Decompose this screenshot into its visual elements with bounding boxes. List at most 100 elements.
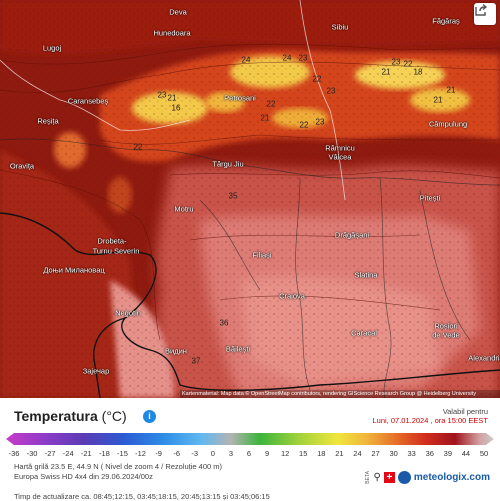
scale-tick-label: 15	[299, 449, 308, 458]
scale-tick-label: 6	[246, 449, 252, 458]
city-label: Lugoj	[42, 43, 62, 53]
temperature-value: 37	[191, 356, 201, 366]
city-label: Видин	[165, 346, 187, 356]
brand-block[interactable]: BETA ⚲ + meteologix.com	[365, 471, 490, 484]
model-info: Europa Swiss HD 4x4 din 29.06.2024/00z	[14, 472, 153, 481]
city-label: Oravița	[9, 161, 35, 171]
temperature-value: 23	[298, 53, 308, 63]
city-label: Petroșani	[224, 93, 256, 103]
grid-info: Hartă grilă 23.5 E, 44.9 N ( Nivel de zo…	[14, 462, 223, 471]
scale-tick-label: -12	[135, 449, 146, 458]
city-label: Pitești	[419, 193, 441, 203]
scale-tick-label: 9	[264, 449, 270, 458]
temperature-value: 35	[228, 191, 238, 201]
info-icon[interactable]: i	[143, 410, 156, 423]
scale-tick-label: -3	[191, 449, 199, 458]
scale-tick-label: -21	[80, 449, 92, 458]
city-label: Vâlcea	[328, 152, 352, 162]
scale-tick-label: 30	[389, 449, 398, 458]
legend-title-text: Temperatura	[14, 408, 98, 424]
temperature-value: 36	[219, 318, 229, 328]
city-label: Craiova	[279, 291, 305, 301]
scale-tick-label: 21	[335, 449, 344, 458]
city-label: Alexandria	[468, 353, 500, 363]
temperature-value: 24	[241, 55, 251, 65]
city-label: Caransebeș	[67, 96, 109, 106]
city-label: Зајечар	[82, 366, 110, 376]
map-meta: Hartă grilă 23.5 E, 44.9 N ( Nivel de zo…	[14, 462, 222, 482]
scale-tick-label: -24	[62, 449, 74, 458]
color-scale-bar	[6, 433, 494, 445]
scale-tick-label: -9	[155, 449, 162, 458]
legend-title: Temperatura (°C)	[14, 408, 127, 424]
city-label: Târgu Jiu	[212, 159, 244, 169]
city-label: Motru	[174, 204, 194, 214]
scale-tick-label: -27	[44, 449, 56, 458]
city-label: Roșiori	[434, 321, 458, 331]
temperature-value: 22	[403, 59, 413, 69]
scale-tick-label: 18	[317, 449, 326, 458]
scale-tick-label: -30	[26, 449, 38, 458]
temperature-value: 21	[381, 67, 391, 77]
city-label: Drăgășani	[334, 230, 370, 240]
scale-tick-label: 24	[353, 449, 362, 458]
temperature-value: 23	[315, 117, 325, 127]
temperature-value: 22	[299, 120, 309, 130]
city-label: Râmnicu	[325, 143, 355, 153]
legend-unit: (°C)	[101, 408, 127, 424]
temperature-value: 23	[157, 90, 167, 100]
legend-panel: Temperatura (°C) i Valabil pentru Luni, …	[0, 398, 500, 501]
swiss-flag-icon: +	[383, 472, 395, 483]
temperature-value: 16	[171, 103, 181, 113]
temperature-value: 18	[413, 67, 423, 77]
scale-tick-label: -6	[173, 449, 181, 458]
scale-ticks: -36 -30 -27 -24 -21 -18 -15 -12 -9 -6 -3 0 3 6 9 12 15 18…	[9, 449, 492, 459]
brand-name[interactable]: meteologix.com	[413, 472, 490, 483]
scale-tick-label: 33	[407, 449, 416, 458]
valid-time: Luni, 07.01.2024 , ora 15:00 EEST	[372, 416, 489, 425]
scale-tick-label: -15	[117, 449, 128, 458]
city-label: Slatina	[354, 270, 378, 280]
temperature-value: 21	[167, 93, 177, 103]
scale-tick-label: 44	[461, 449, 471, 458]
city-label: Deva	[169, 7, 187, 17]
city-label: Câmpulung	[428, 119, 468, 129]
map-attribution: Kartenmaterial: Map data © OpenStreetMap…	[180, 390, 500, 398]
temperature-value: 23	[391, 57, 401, 67]
share-icon	[475, 3, 488, 16]
temperature-value: 22	[312, 74, 322, 84]
scale-tick-label: -36	[8, 449, 20, 458]
map-surface	[0, 0, 500, 398]
city-label: Hunedoara	[153, 28, 191, 38]
city-label: Turnu Severin	[92, 246, 140, 256]
scale-tick-label: 50	[479, 449, 489, 458]
meteologix-logo-icon	[397, 471, 411, 484]
valid-for: Valabil pentru Luni, 07.01.2024 , ora 15…	[373, 407, 489, 425]
scale-tick-label: 36	[425, 449, 434, 458]
scale-tick-label: 0	[210, 449, 215, 458]
temperature-value: 21	[446, 85, 456, 95]
temperature-value: 24	[282, 53, 292, 63]
valid-label: Valabil pentru	[442, 407, 488, 416]
city-label: Drobeta-	[97, 236, 127, 246]
temperature-value: 21	[433, 95, 443, 105]
city-label: Băilești	[225, 344, 251, 354]
city-label: Reșița	[37, 116, 59, 126]
city-label: Făgăraș	[432, 16, 460, 26]
scale-tick-label: -18	[98, 449, 110, 458]
scale-tick-label: 3	[228, 449, 234, 458]
city-label: Caracal	[351, 328, 377, 338]
city-label: Filiași	[252, 250, 272, 260]
magnifier-icon[interactable]: ⚲	[373, 472, 381, 483]
scale-tick-label: 39	[443, 449, 453, 458]
scale-tick-label: 12	[280, 449, 290, 458]
share-button[interactable]	[474, 3, 496, 25]
beta-label: BETA	[364, 471, 371, 484]
city-label: de Vede	[432, 330, 460, 340]
update-times: Timp de actualizare ca. 08:45;12:15, 03:…	[14, 492, 270, 501]
city-label: Доњи Милановац	[43, 265, 105, 275]
city-label: Sibiu	[331, 22, 349, 32]
temperature-value: 22	[133, 142, 143, 152]
temperature-map[interactable]: Deva Hunedoara Sibiu Făgăraș Lugoj Caransebeș…	[0, 0, 500, 398]
temperature-value: 22	[266, 99, 276, 109]
